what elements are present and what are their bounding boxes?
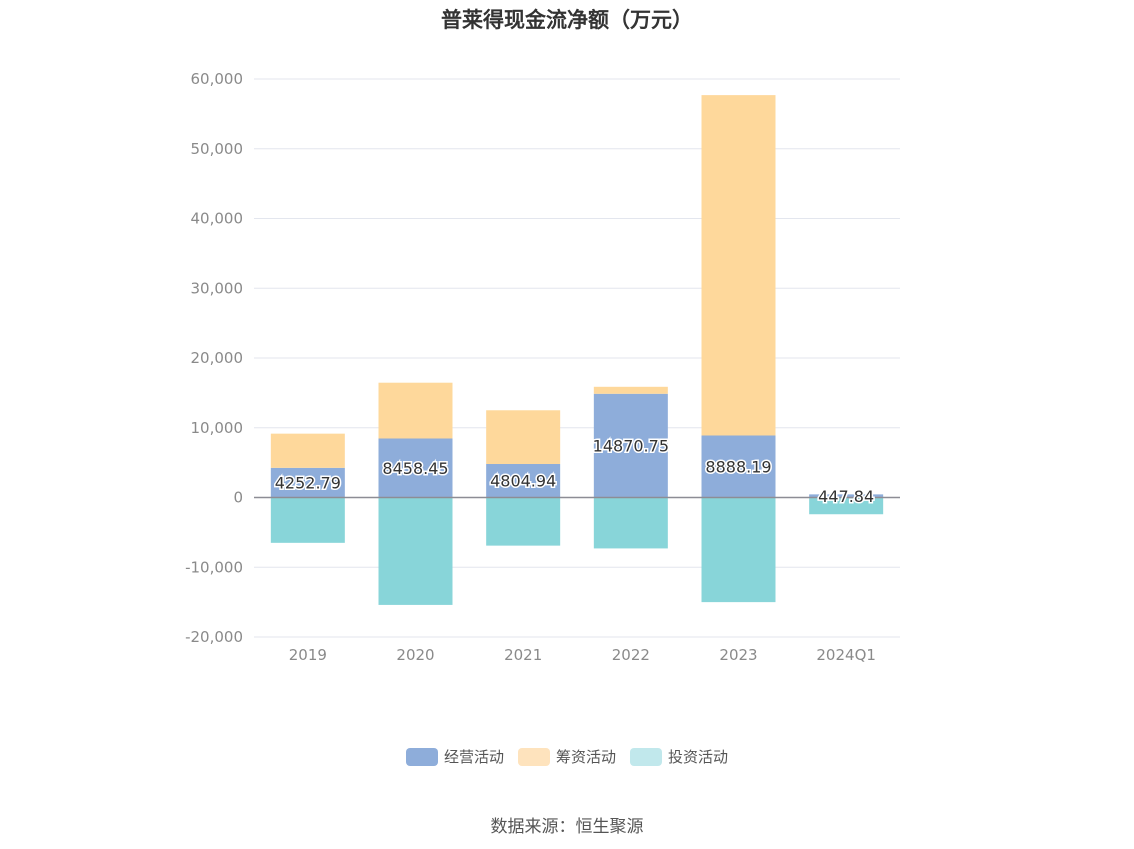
legend-label-financing: 筹资活动	[555, 748, 616, 766]
data-label: 447.84	[818, 487, 874, 506]
chart-title: 普莱得现金流净额（万元）	[441, 8, 693, 32]
bar-investing-2021	[486, 497, 561, 546]
data-label: 8458.45	[382, 459, 448, 478]
legend-label-operating: 经营活动	[443, 748, 504, 766]
bar-investing-2020	[378, 497, 453, 605]
label-layer: 4252.79 8458.45 4804.94 14870.75 8888.19 447.…	[273, 435, 875, 507]
bar-financing-2021	[486, 410, 561, 464]
legend-item-financing[interactable]: 筹资活动	[517, 746, 616, 767]
legend-swatch-operating	[405, 747, 438, 766]
bar-investing-2019	[270, 497, 345, 543]
x-tick-label: 2024Q1	[816, 646, 876, 664]
data-label: 8888.19	[705, 458, 771, 477]
x-tick-label: 2022	[612, 646, 650, 664]
data-label: 4252.79	[275, 474, 341, 493]
bar-financing-2020	[378, 382, 453, 439]
bar-financing-2019	[270, 433, 345, 468]
x-tick-label: 2020	[396, 646, 434, 664]
x-tick-label: 2023	[719, 646, 757, 664]
y-tick-label: 30,000	[191, 279, 244, 297]
y-tick-label: 50,000	[191, 140, 244, 158]
y-tick-label: 20,000	[191, 349, 244, 367]
data-source: 数据来源：恒生聚源	[490, 817, 644, 837]
bar-financing-2023	[701, 95, 776, 436]
legend-item-operating[interactable]: 经营活动	[405, 746, 504, 767]
y-tick-label: -20,000	[185, 628, 243, 646]
bar-operating-2024Q1	[809, 494, 884, 498]
legend-swatch-financing	[517, 747, 550, 766]
legend-item-investing[interactable]: 投资活动	[630, 746, 728, 767]
bar-operating-2019	[270, 467, 345, 498]
bar-operating-2021	[486, 463, 561, 498]
y-tick-label: 0	[233, 489, 243, 507]
x-tick-label: 2019	[289, 646, 327, 664]
y-tick-label: 60,000	[191, 70, 244, 88]
bar-investing-2022	[593, 497, 668, 549]
legend-swatch-investing	[630, 747, 662, 766]
data-label: 4804.94	[490, 472, 556, 491]
data-label: 14870.75	[593, 437, 669, 456]
bar-investing-2024Q1	[809, 497, 884, 515]
y-tick-label: -10,000	[185, 558, 243, 576]
bar-operating-2023	[701, 435, 776, 498]
bar-operating-2020	[378, 438, 453, 498]
grid-layer	[254, 78, 900, 638]
axis-layer: 60,000 50,000 40,000 30,000 20,000 10,000 0 -10…	[185, 70, 900, 664]
bar-layer	[270, 95, 884, 605]
bar-investing-2023	[701, 497, 776, 603]
legend: 经营活动 筹资活动 投资活动	[0, 746, 1134, 767]
y-tick-label: 40,000	[191, 210, 244, 228]
bar-financing-2022	[593, 386, 668, 394]
legend-label-investing: 投资活动	[668, 748, 729, 766]
bar-operating-2022	[593, 393, 668, 498]
x-tick-label: 2021	[504, 646, 542, 664]
y-tick-label: 10,000	[191, 419, 244, 437]
